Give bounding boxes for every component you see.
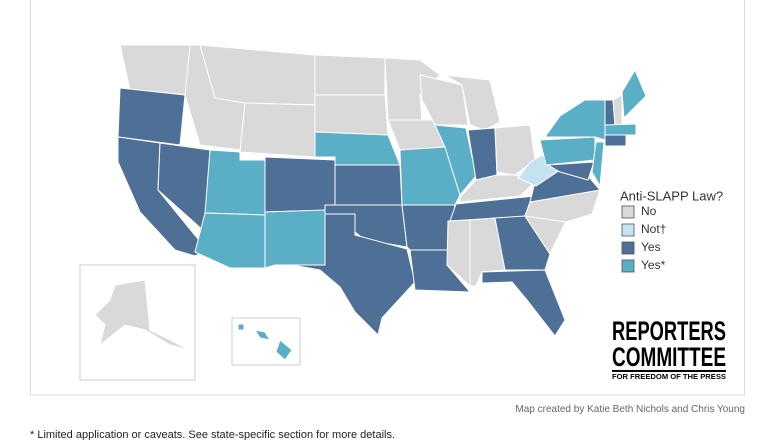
legend-title: Anti-SLAPP Law? (620, 188, 723, 203)
footnote: * Limited application or caveats. See st… (30, 429, 395, 440)
state-ct (604, 134, 627, 147)
state-hi (253, 329, 272, 341)
state-tx (291, 213, 416, 336)
state-oh (494, 124, 536, 176)
legend-swatch (621, 205, 635, 219)
state-il (434, 124, 477, 197)
logo-line: COMMITTEE (612, 342, 726, 372)
state-fl (481, 269, 566, 337)
state-hi (275, 339, 293, 361)
credit: Map created by Katie Beth Nichols and Ch… (515, 404, 745, 415)
state-hi (237, 323, 245, 331)
state-nm (264, 209, 326, 269)
legend: No Not† Yes Yes* (621, 204, 666, 273)
state-nd (314, 54, 386, 96)
state-mt (199, 44, 316, 106)
state-wy (239, 102, 316, 158)
state-nj (591, 141, 605, 188)
state-ga (494, 215, 551, 271)
states (79, 44, 647, 381)
legend-label: Yes (641, 240, 661, 254)
state-wi (419, 74, 469, 126)
legend-label: Yes* (641, 258, 666, 272)
state-ut (204, 149, 266, 216)
state-co (264, 156, 336, 213)
legend-swatch (621, 223, 635, 237)
legend-swatch (621, 241, 635, 255)
legend-label: No (641, 204, 657, 218)
logo-line: REPORTERS (612, 316, 726, 346)
state-md (546, 161, 595, 181)
state-mo (399, 146, 461, 206)
state-az (194, 212, 266, 269)
state-la (409, 249, 472, 293)
state-wa (119, 44, 191, 96)
legend-label: Not† (641, 222, 666, 236)
state-ks (334, 164, 403, 206)
state-ak (94, 279, 191, 351)
legend-swatch (621, 259, 635, 273)
state-or (117, 87, 186, 146)
logo-tagline: FOR FREEDOM OF THE PRESS (612, 374, 726, 381)
state-pa (539, 136, 596, 166)
state-nh (612, 94, 623, 126)
state-sd (314, 94, 389, 136)
state-ma (604, 123, 637, 136)
state-me (621, 68, 647, 120)
